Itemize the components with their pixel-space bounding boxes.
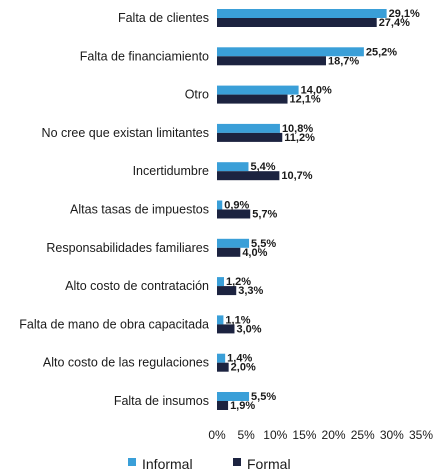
value-label-formal: 3,3% [238, 285, 263, 297]
x-tick-label: 10% [263, 428, 287, 442]
legend-swatch-formal [233, 458, 241, 466]
bar-formal [217, 18, 377, 27]
value-label-formal: 5,7% [252, 209, 277, 221]
category-label: No cree que existan limitantes [42, 126, 209, 140]
category-labels: Falta de clientes Falta de financiamiento… [19, 11, 209, 408]
bar-informal [217, 9, 387, 18]
category-label: Falta de financiamiento [80, 49, 209, 63]
value-label-informal: 1,4% [227, 353, 252, 365]
value-label-formal: 18,7% [328, 55, 359, 67]
value-label-formal: 2,0% [231, 362, 256, 374]
value-label-formal: 12,1% [290, 94, 321, 106]
value-label-formal: 1,9% [230, 400, 255, 412]
bar-informal [217, 392, 250, 401]
category-label: Falta de mano de obra capacitada [19, 317, 209, 331]
bar-formal [217, 401, 229, 410]
value-label-informal: 5,4% [250, 161, 275, 173]
value-label-informal: 5,5% [251, 391, 276, 403]
bar-informal [217, 47, 364, 57]
value-label-informal: 29,1% [389, 8, 420, 20]
value-label-formal: 10,7% [281, 170, 312, 182]
x-tick-label: 35% [409, 428, 433, 442]
value-label-informal: 5,5% [251, 238, 276, 250]
category-label: Alto costo de las regulaciones [43, 356, 209, 370]
bar-informal [217, 315, 224, 325]
x-tick-label: 20% [322, 428, 346, 442]
bar-informal [217, 238, 250, 248]
category-label: Falta de clientes [118, 11, 209, 25]
value-label-informal: 1,2% [226, 276, 251, 288]
value-label-informal: 0,9% [224, 200, 249, 212]
value-label-informal: 1,1% [225, 314, 250, 326]
bar-formal [217, 286, 237, 296]
legend: Informal Formal [128, 456, 291, 472]
bar-formal [217, 132, 283, 142]
category-label: Responsabilidades familiares [46, 241, 209, 255]
value-labels: 29,1%27,4% 25,2% 18,7% 14,0%12,1% 10,8%11,2%… [224, 8, 420, 412]
value-label-informal: 10,8% [282, 123, 313, 135]
category-label: Falta de insumos [114, 394, 209, 408]
bar-formal [217, 362, 229, 372]
x-tick-label: 30% [380, 428, 404, 442]
x-tick-label: 5% [237, 428, 255, 442]
bar-formal [217, 56, 326, 66]
bar-informal [217, 123, 280, 133]
x-axis-ticks: 0% 5% 10% 15% 20% 25% 30% 35% [208, 428, 433, 442]
bar-formal [217, 94, 288, 104]
value-label-formal: 11,2% [284, 132, 315, 144]
bar-informal [217, 85, 299, 95]
bar-formal [217, 324, 235, 334]
bar-formal [217, 247, 241, 257]
category-label: Incertidumbre [133, 164, 209, 178]
value-label-formal: 3,0% [236, 323, 261, 335]
bar-informal [217, 162, 249, 172]
category-label: Altas tasas de impuestos [70, 203, 209, 217]
category-label: Otro [185, 88, 209, 102]
value-label-formal: 4,0% [242, 247, 267, 259]
legend-swatch-informal [128, 458, 136, 466]
x-tick-label: 15% [292, 428, 316, 442]
legend-label-informal: Informal [142, 456, 193, 472]
bar-formal [217, 209, 251, 219]
bars [217, 9, 387, 410]
bar-informal [217, 200, 223, 210]
bar-informal [217, 277, 224, 287]
value-label-informal: 14,0% [301, 85, 332, 97]
category-label: Alto costo de contratación [65, 279, 209, 293]
legend-label-formal: Formal [247, 456, 291, 472]
value-label-informal: 25,2% [366, 46, 397, 58]
bar-formal [217, 171, 280, 181]
bar-informal [217, 353, 226, 363]
x-tick-label: 25% [351, 428, 375, 442]
value-label-formal: 27,4% [379, 17, 410, 29]
x-tick-label: 0% [208, 428, 226, 442]
